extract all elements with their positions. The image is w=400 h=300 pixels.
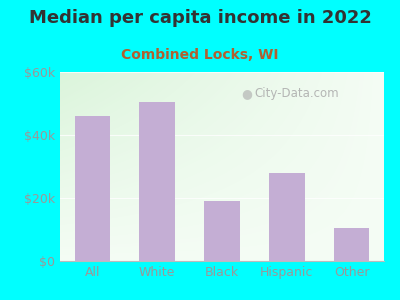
Bar [269,173,305,261]
Bar [204,201,240,261]
Bar [74,116,110,261]
Text: Median per capita income in 2022: Median per capita income in 2022 [28,9,372,27]
Bar [334,228,370,261]
Text: City-Data.com: City-Data.com [254,87,339,100]
Bar [139,102,175,261]
Text: Combined Locks, WI: Combined Locks, WI [121,48,279,62]
Text: ●: ● [242,87,252,100]
